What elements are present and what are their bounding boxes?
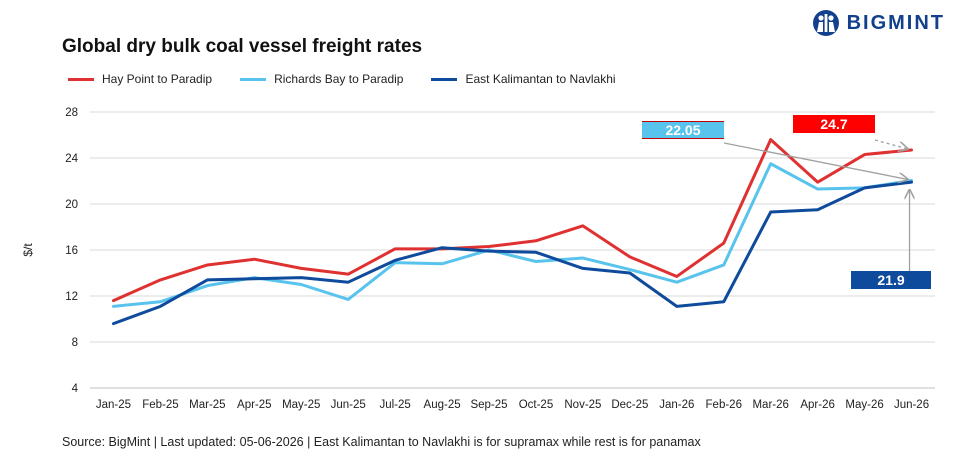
x-tick-label: Feb-25 [142, 399, 178, 411]
legend-label-hay-point: Hay Point to Paradip [102, 72, 213, 86]
chart-title: Global dry bulk coal vessel freight rate… [62, 36, 423, 57]
callout-richards-bay-label: 22.05 [665, 122, 700, 138]
x-tick-label: Jan-25 [96, 399, 131, 411]
x-tick-label: Aug-25 [424, 399, 461, 411]
x-tick-label: Mar-26 [752, 399, 788, 411]
x-tick-label: Nov-25 [564, 399, 601, 411]
x-tick-label: Sep-25 [470, 399, 507, 411]
legend-entry-hay-point: Hay Point to Paradip [68, 72, 212, 86]
callout-hay-point-label: 24.7 [820, 116, 847, 132]
x-tick-label: Dec-25 [611, 399, 648, 411]
y-axis-label: $/t [21, 243, 35, 257]
brand-name: BIGMINT [846, 11, 945, 34]
x-tick-label: Jul-25 [379, 399, 410, 411]
legend-swatch-east-kalimantan [431, 77, 458, 81]
x-tick-label: Mar-25 [189, 399, 225, 411]
brand-logo: BIGMINT [811, 8, 945, 38]
legend-swatch-hay-point [68, 77, 94, 81]
legend-entry-east-kalimantan: East Kalimantan to Navlakhi [431, 72, 616, 86]
x-tick-label: Jun-26 [894, 399, 929, 411]
legend-swatch-richards-bay [240, 77, 267, 81]
x-tick-label: Jan-26 [659, 399, 694, 411]
chart-legend: Hay Point to Paradip Richards Bay to Par… [68, 72, 616, 86]
series-line-richards-bay [111, 162, 914, 308]
y-tick-label: 16 [65, 245, 78, 257]
x-tick-label: Apr-25 [237, 399, 272, 411]
callout-east-kalimantan-label: 21.9 [877, 272, 904, 288]
bigmint-logo-icon [812, 10, 839, 36]
series-line-east-kalimantan [111, 180, 914, 326]
x-tick-label: Apr-26 [800, 399, 835, 411]
y-tick-label: 28 [65, 107, 78, 119]
x-tick-label: May-25 [282, 399, 320, 411]
y-tick-label: 8 [72, 337, 78, 349]
y-tick-label: 12 [65, 291, 78, 303]
callout-east-kalimantan-box [851, 271, 931, 289]
legend-label-richards-bay: Richards Bay to Paradip [274, 72, 404, 86]
x-tick-label: Jun-25 [331, 399, 366, 411]
x-tick-label: Oct-25 [519, 399, 554, 411]
callout-hay-point-arrow [874, 139, 908, 149]
y-tick-label: 24 [65, 153, 78, 165]
series-line-hay-point [111, 138, 914, 303]
y-tick-label: 20 [65, 199, 78, 211]
legend-label-east-kalimantan: East Kalimantan to Navlakhi [465, 72, 616, 86]
y-tick-label: 4 [72, 383, 79, 395]
x-tick-label: May-26 [845, 399, 883, 411]
callout-hay-point-box [793, 115, 875, 133]
callout-richards-bay-arrow [723, 142, 908, 179]
legend-entry-richards-bay: Richards Bay to Paradip [240, 72, 403, 86]
x-tick-label: Feb-26 [706, 399, 742, 411]
source-note: Source: BigMint | Last updated: 05-06-20… [62, 435, 701, 449]
callout-richards-bay-box [642, 121, 724, 139]
